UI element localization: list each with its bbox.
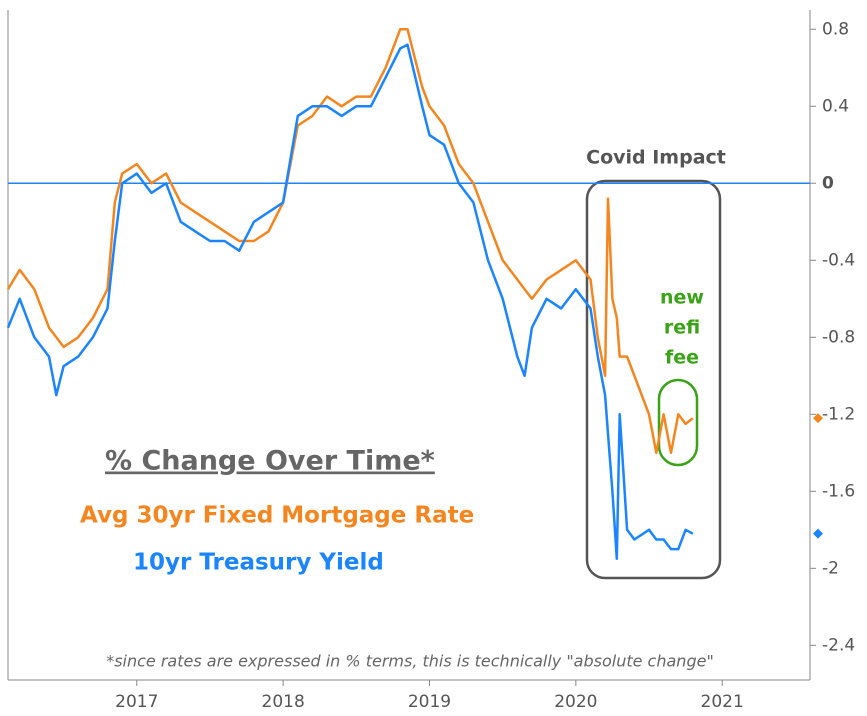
- y-tick-label: -1.6: [822, 481, 855, 501]
- end-marker: [813, 413, 823, 424]
- y-tick-label: -1.2: [822, 404, 855, 424]
- y-tick-label: -2.4: [822, 635, 855, 655]
- x-tick-label: 2017: [115, 692, 158, 712]
- refi-annotation: fee: [665, 347, 699, 369]
- x-tick-label: 2021: [701, 692, 744, 712]
- y-tick-label: -0.8: [822, 327, 855, 347]
- series-line: [6, 43, 694, 560]
- x-tick-label: 2020: [554, 692, 597, 712]
- covid-box: [585, 179, 722, 580]
- end-marker: [813, 528, 823, 539]
- footnote: *since rates are expressed in % terms, t…: [106, 652, 714, 671]
- legend-title: % Change Over Time*: [105, 446, 435, 477]
- refi-annotation: refi: [664, 317, 700, 339]
- covid-annotation: Covid Impact: [586, 147, 726, 169]
- y-tick-label: -2: [822, 558, 839, 578]
- legend-entry: 10yr Treasury Yield: [133, 550, 384, 576]
- series-line: [6, 28, 694, 455]
- y-tick-label: 0.4: [822, 96, 849, 116]
- x-tick-label: 2018: [262, 692, 305, 712]
- x-tick-label: 2019: [408, 692, 451, 712]
- y-tick-label: 0: [822, 173, 834, 193]
- refi-box: [657, 378, 699, 467]
- refi-annotation: new: [660, 287, 704, 309]
- y-tick-label: -0.4: [822, 250, 855, 270]
- legend-entry: Avg 30yr Fixed Mortgage Rate: [80, 503, 474, 529]
- y-tick-label: 0.8: [822, 19, 849, 39]
